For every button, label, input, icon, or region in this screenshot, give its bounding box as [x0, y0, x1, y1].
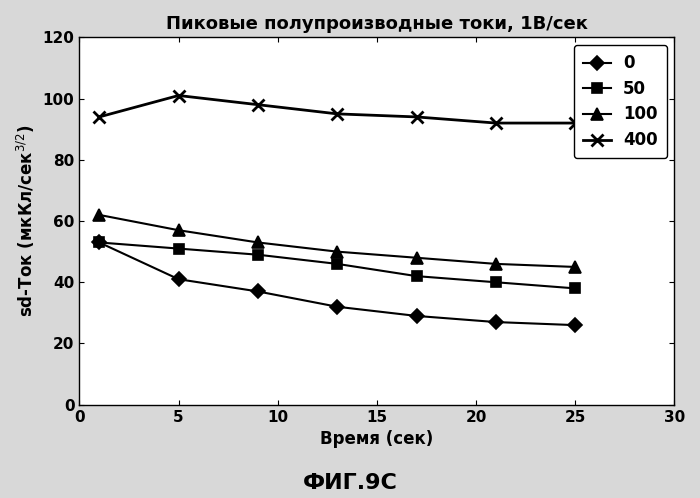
Line: 100: 100 — [94, 209, 581, 272]
400 — [253, 102, 262, 108]
0 — [412, 313, 421, 319]
0 — [333, 304, 342, 310]
50 — [174, 246, 183, 251]
50 — [412, 273, 421, 279]
100 — [333, 249, 342, 254]
100 — [253, 240, 262, 246]
50 — [253, 251, 262, 257]
100 — [174, 227, 183, 233]
0 — [571, 322, 580, 328]
X-axis label: Время (сек): Время (сек) — [321, 430, 433, 448]
100 — [95, 212, 104, 218]
50 — [95, 240, 104, 246]
0 — [253, 288, 262, 294]
Text: ФИГ.9С: ФИГ.9С — [302, 473, 398, 493]
Line: 400: 400 — [93, 89, 582, 129]
Line: 0: 0 — [94, 238, 580, 330]
50 — [571, 285, 580, 291]
0 — [491, 319, 500, 325]
400 — [491, 120, 500, 126]
400 — [95, 114, 104, 120]
0 — [174, 276, 183, 282]
Legend: 0, 50, 100, 400: 0, 50, 100, 400 — [574, 45, 666, 158]
400 — [333, 111, 342, 117]
50 — [491, 279, 500, 285]
100 — [491, 261, 500, 267]
Y-axis label: sd-Ток (мкКл/сек$^{3/2}$): sd-Ток (мкКл/сек$^{3/2}$) — [15, 125, 37, 317]
0 — [95, 240, 104, 246]
400 — [412, 114, 421, 120]
400 — [571, 120, 580, 126]
400 — [174, 93, 183, 99]
Line: 50: 50 — [94, 238, 580, 293]
50 — [333, 261, 342, 267]
Title: Пиковые полупроизводные токи, 1В/сек: Пиковые полупроизводные токи, 1В/сек — [166, 15, 588, 33]
100 — [571, 264, 580, 270]
100 — [412, 255, 421, 261]
